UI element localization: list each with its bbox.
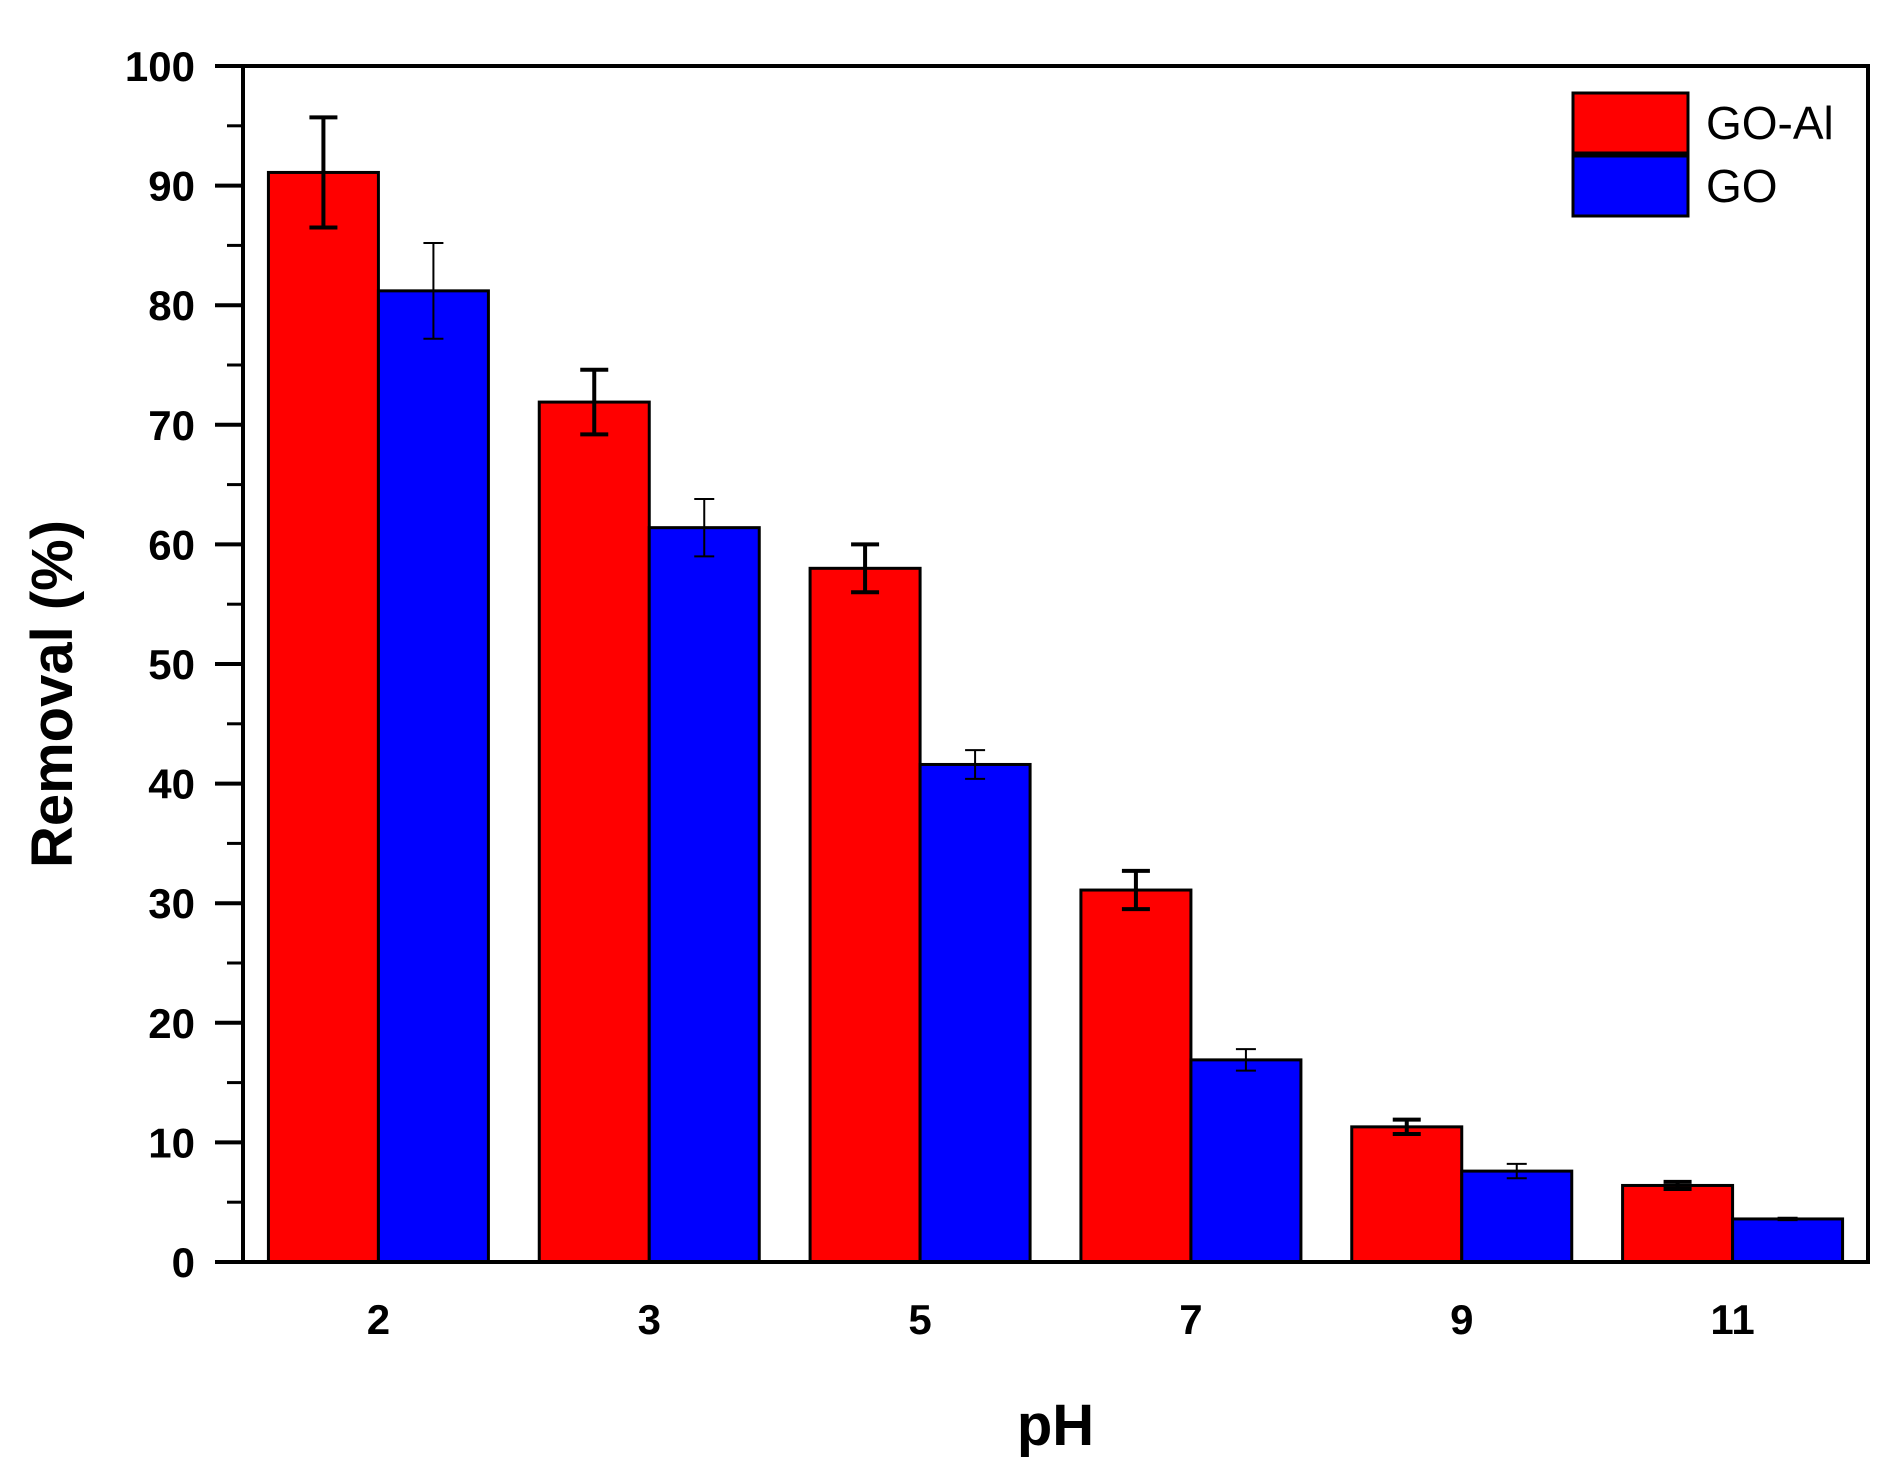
x-tick-label: 3 (638, 1296, 661, 1343)
bar-go-ph-5 (918, 762, 1032, 1264)
y-tick-label: 40 (148, 761, 195, 808)
y-tick-label: 50 (148, 641, 195, 688)
bar-go-al-ph-7 (1079, 888, 1193, 1264)
legend: GO-Al GO (1571, 91, 1834, 218)
x-tick-label: 2 (367, 1296, 390, 1343)
bar-go-al-ph-11 (1621, 1183, 1735, 1264)
x-axis-title: pH (1017, 1393, 1094, 1458)
y-axis-title: Removal (%) (20, 520, 85, 868)
bar-go-ph-3 (647, 526, 761, 1264)
bar-go-ph-7 (1189, 1058, 1303, 1264)
y-tick-label: 0 (172, 1239, 195, 1286)
legend-swatch-go-al (1571, 91, 1690, 155)
bar-go-ph-11 (1731, 1217, 1845, 1264)
legend-swatch-go (1571, 154, 1690, 218)
error-bars-layer (309, 115, 1798, 1222)
bar-go-al-ph-9 (1350, 1125, 1464, 1264)
bars-layer (266, 170, 1845, 1264)
y-tick-label: 30 (148, 880, 195, 927)
bar-go-al-ph-2 (266, 170, 380, 1264)
x-tick-label: 5 (908, 1296, 931, 1343)
legend-label-go: GO (1706, 160, 1778, 212)
x-tick-label: 11 (1710, 1296, 1754, 1343)
y-tick-label: 90 (148, 163, 195, 210)
y-tick-label: 10 (148, 1119, 195, 1166)
y-tick-label: 70 (148, 402, 195, 449)
bar-go-ph-2 (376, 289, 490, 1264)
x-axis: 2 3 5 7 9 11 (367, 1296, 1755, 1343)
bar-go-al-ph-3 (537, 400, 651, 1264)
x-tick-label: 7 (1179, 1296, 1202, 1343)
bar-go-ph-9 (1460, 1169, 1574, 1264)
bar-go-al-ph-5 (808, 566, 922, 1264)
y-tick-label: 100 (125, 43, 195, 90)
y-tick-label: 60 (148, 521, 195, 568)
y-tick-label: 20 (148, 1000, 195, 1047)
legend-label-go-al: GO-Al (1706, 97, 1834, 149)
x-tick-label: 9 (1450, 1296, 1473, 1343)
y-axis: 0 10 20 30 40 50 60 70 80 90 100 (125, 43, 243, 1286)
y-tick-label: 80 (148, 282, 195, 329)
